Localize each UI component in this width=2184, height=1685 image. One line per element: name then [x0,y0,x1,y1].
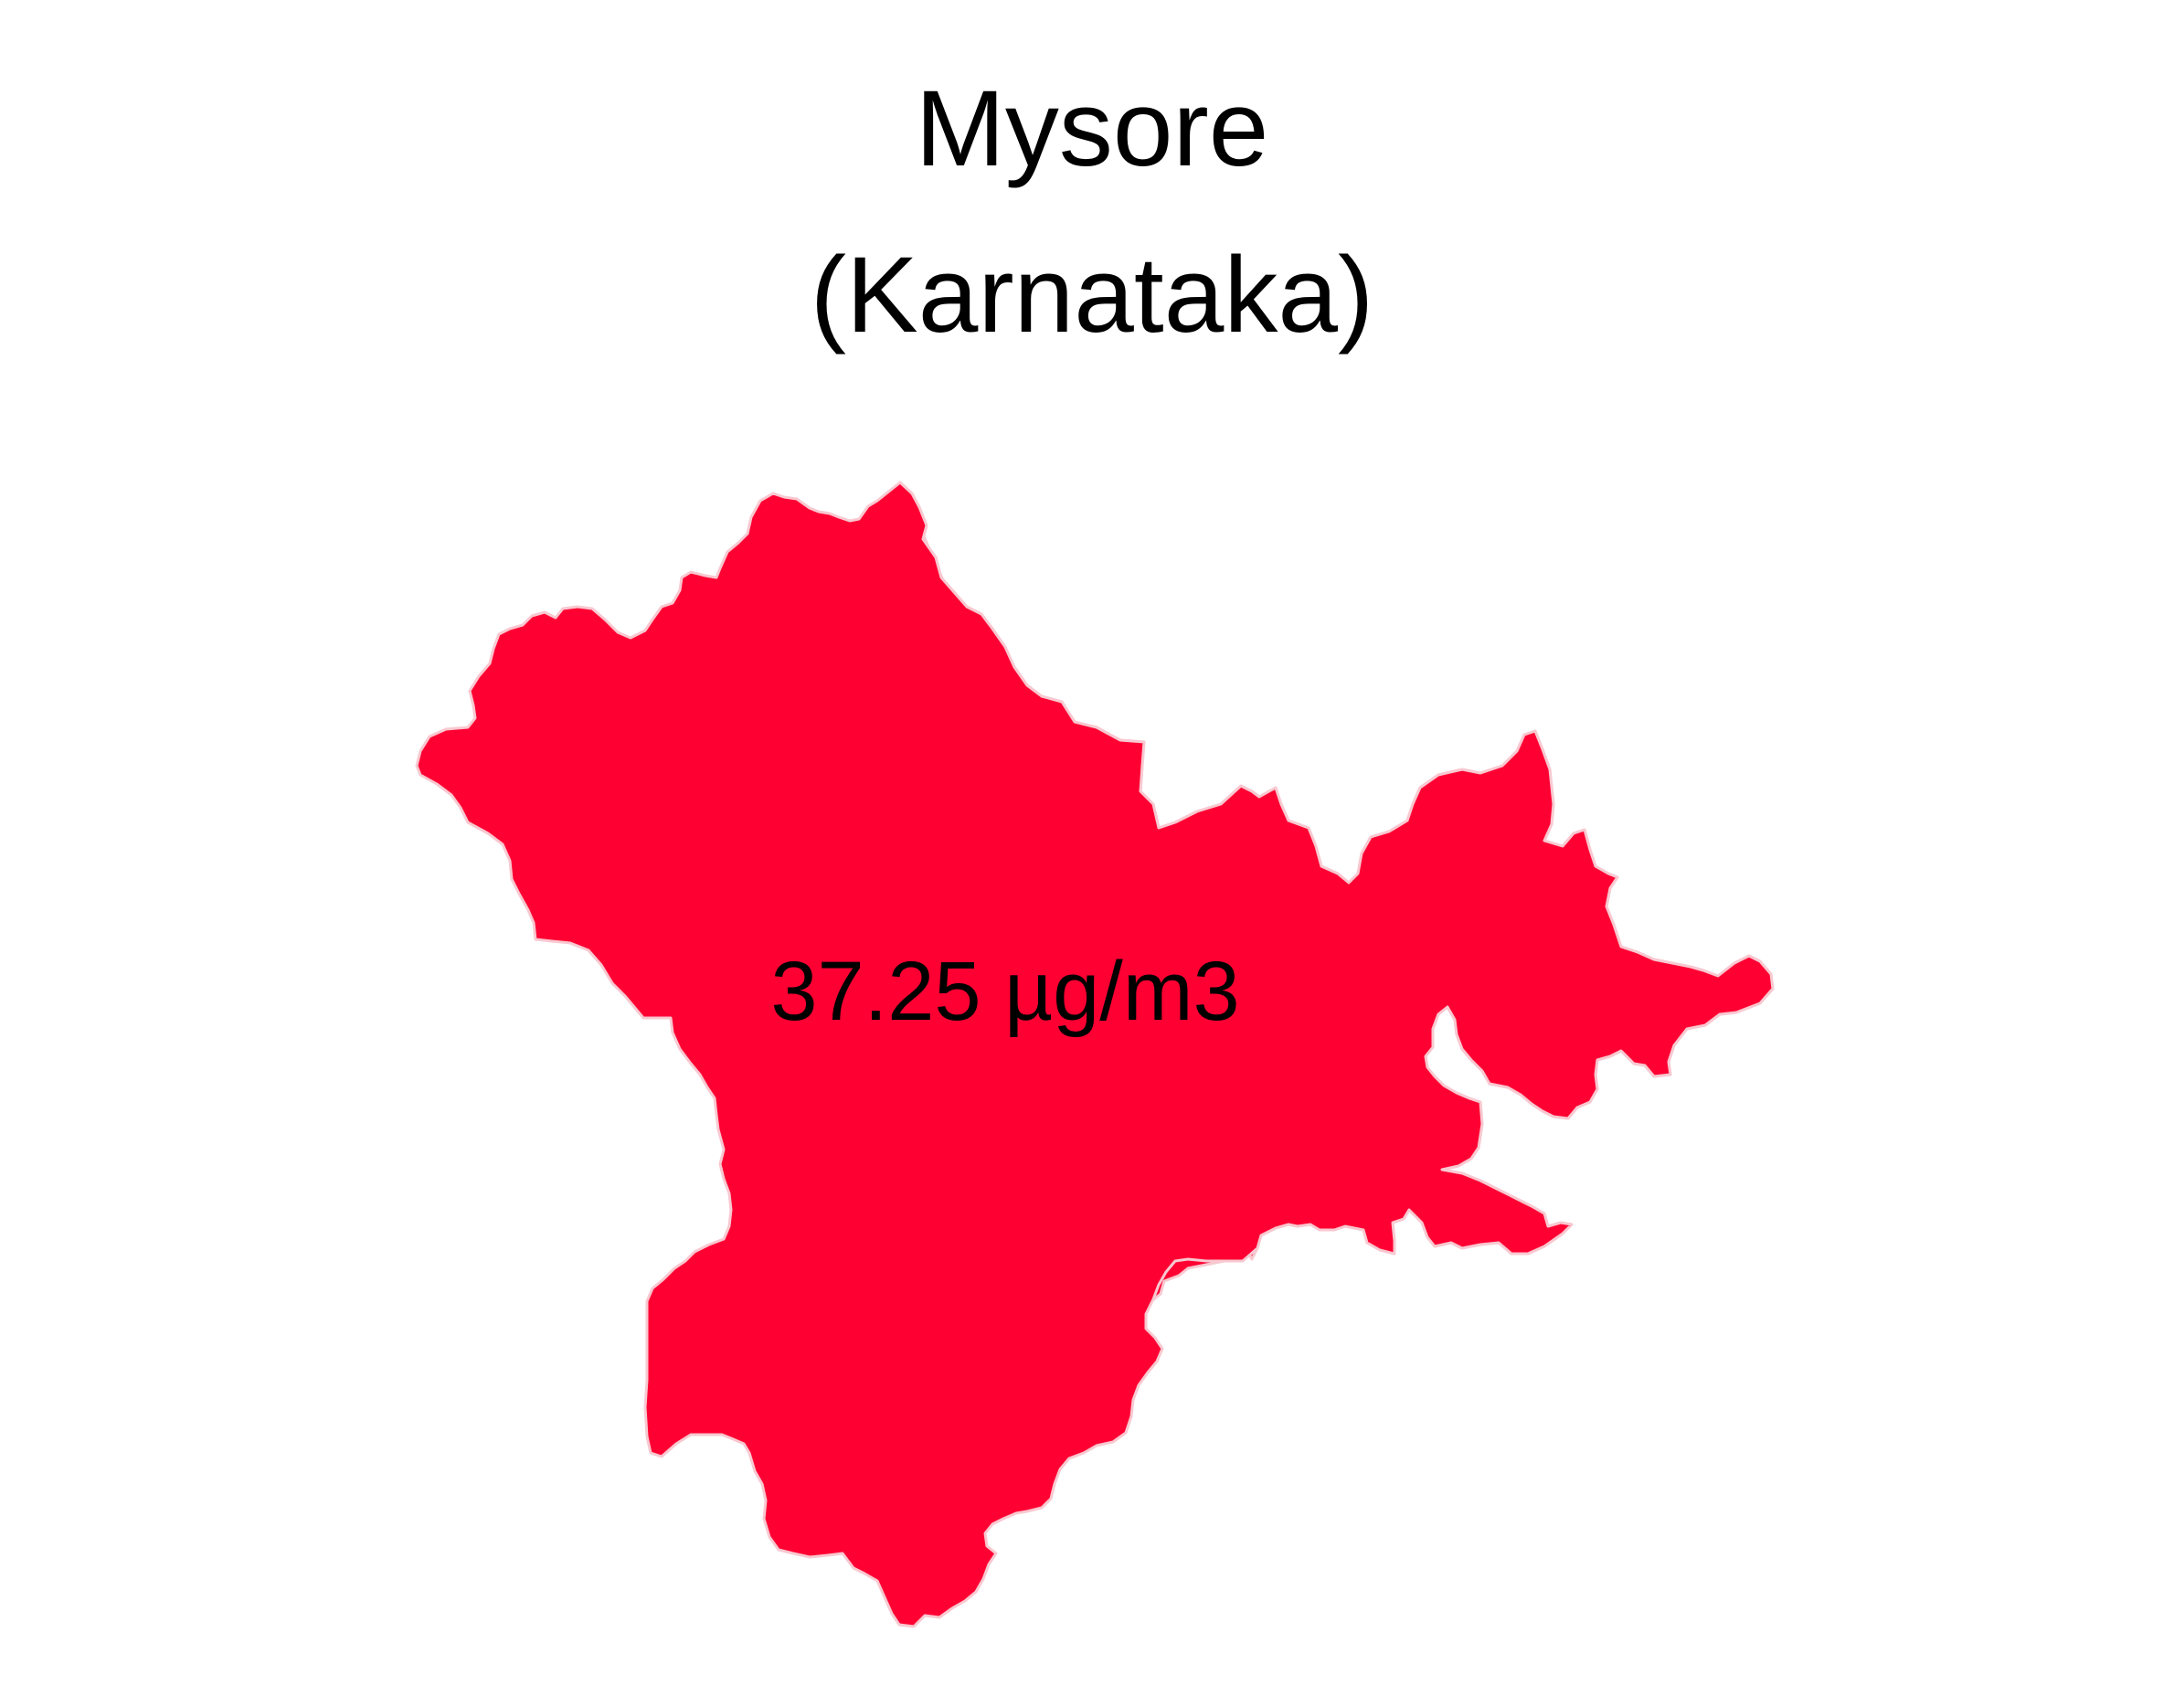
region-value-label: 37.25 µg/m3 [770,945,1240,1038]
map-subtitle: (Karnataka) [810,235,1374,355]
map-title-block: Mysore (Karnataka) [0,46,2184,378]
map-title: Mysore [915,69,1269,189]
district-shape-main-body [415,481,1775,1628]
